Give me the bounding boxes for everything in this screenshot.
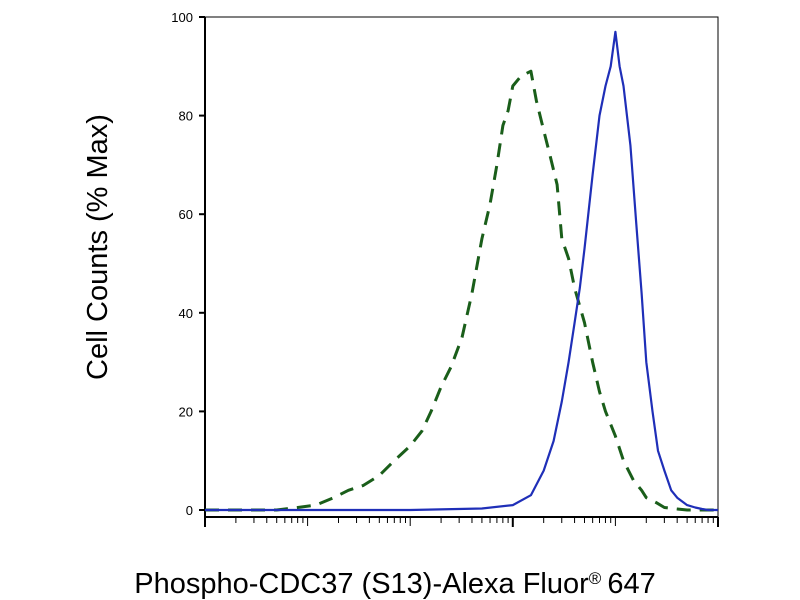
y-tick-label: 100: [171, 10, 193, 25]
series-layer: [205, 32, 718, 510]
y-tick-label: 60: [179, 207, 193, 222]
y-ticks: 0 20 40 60 80 100: [171, 10, 205, 518]
series-sample-solid: [205, 32, 718, 510]
x-axis-title-suffix: 647: [607, 568, 655, 600]
y-tick-label: 20: [179, 404, 193, 419]
x-axis-title-registered: ®: [589, 569, 602, 588]
x-ticks: [205, 517, 718, 527]
y-tick-label: 40: [179, 306, 193, 321]
x-axis-title: Phospho-CDC37 (S13)-Alexa Fluor® 647: [134, 568, 655, 600]
plot-frame: [205, 17, 718, 517]
y-tick-label: 80: [179, 109, 193, 124]
y-tick-label: 0: [186, 503, 193, 518]
x-axis-title-main: Phospho-CDC37 (S13)-Alexa Fluor: [134, 568, 589, 600]
y-axis-title: Cell Counts (% Max): [82, 114, 114, 380]
